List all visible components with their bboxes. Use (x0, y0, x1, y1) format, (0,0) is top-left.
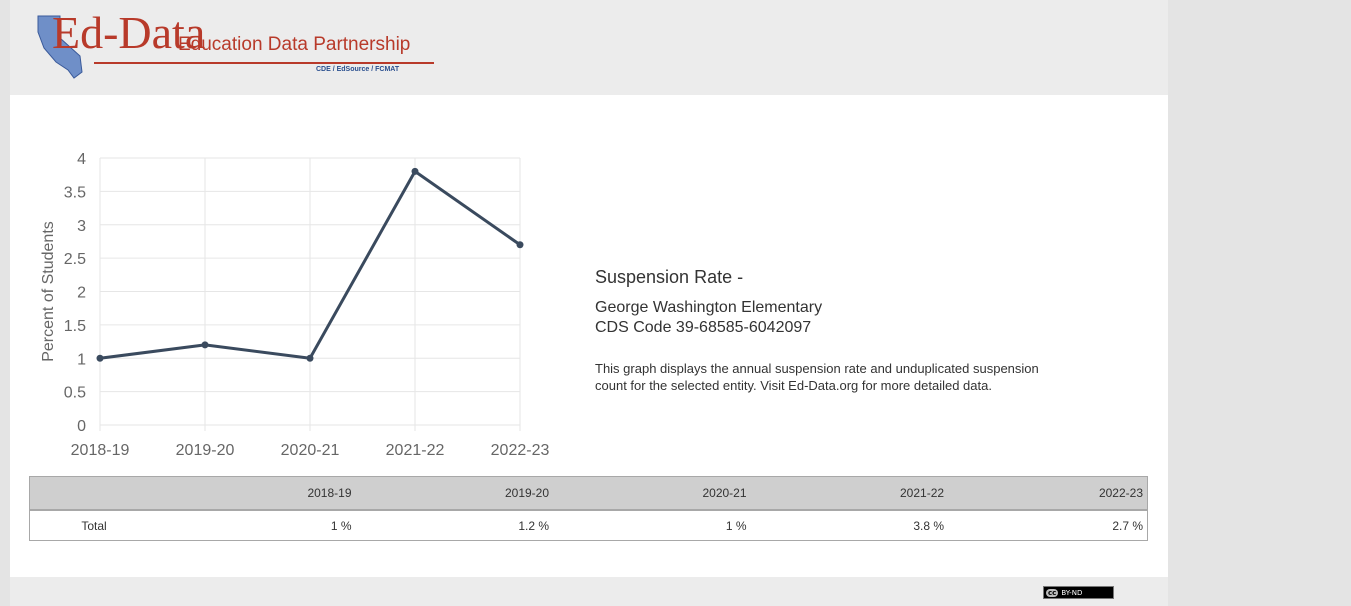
table-header-cell (29, 476, 158, 511)
x-tick-label: 2020-21 (281, 442, 340, 459)
logo-partners: CDE / EdSource / FCMAT (316, 66, 400, 73)
table-cell: 1 % (725, 518, 747, 533)
table-header-cell: 2018-19 (157, 476, 356, 511)
chart-description: Suspension Rate - George Washington Elem… (595, 267, 1065, 394)
y-tick-label: 3.5 (64, 184, 86, 201)
data-point[interactable] (516, 241, 524, 249)
suspension-rate-line-chart: 00.511.522.533.54 2018-19 2019-20 2020-21 2… (40, 151, 550, 459)
ed-data-logo[interactable]: Ed-Data Education Data Partnership CDE /… (30, 7, 470, 82)
page-container: Ed-Data Education Data Partnership CDE /… (10, 0, 1168, 606)
header: Ed-Data Education Data Partnership CDE /… (10, 0, 1168, 95)
x-tick-label: 2019-20 (176, 442, 235, 459)
table-header-cell: 2020-21 (553, 476, 751, 511)
table-cell: 1 % (330, 518, 352, 533)
table-header-cell: 2022-23 (948, 476, 1148, 511)
table-header-row: 2018-19 2019-20 2020-21 2021-22 2022-23 (29, 476, 1148, 511)
table-cell: 2.7 % (1112, 518, 1143, 533)
data-point[interactable] (411, 167, 419, 175)
y-tick-label: 0.5 (64, 385, 86, 402)
x-tick-label: 2018-19 (71, 442, 130, 459)
license-label: BY-ND (1061, 588, 1083, 597)
school-name: George Washington Elementary (595, 299, 823, 316)
data-point[interactable] (306, 354, 314, 362)
main-content: 0 0.5 1 1.5 2 2.5 3 3.5 4 2018-19 2019-20 2020-21 2… (10, 95, 1168, 577)
y-tick-label: 0 (77, 418, 86, 435)
table-row: Total 1 % 1.2 % 1 % 3.8 % 2.7 % (30, 510, 1148, 541)
y-tick-label: 2 (77, 285, 86, 302)
y-tick-label: 1.5 (64, 318, 86, 335)
description-text: This graph displays the annual suspensio… (595, 361, 1039, 393)
logo-subtitle: Education Data Partnership (178, 34, 411, 55)
cc-license-badge[interactable]: cc BY-ND (1043, 586, 1114, 599)
x-axis-ticks: 2018-19 2019-20 2020-21 2021-22 2022-23 (71, 442, 550, 459)
table-cell: 1.2 % (518, 518, 550, 533)
logo-underline (94, 62, 434, 64)
chart-grid (99, 157, 521, 431)
y-tick-label: 4 (77, 151, 86, 168)
footer: cc BY-ND (10, 577, 1168, 606)
y-tick-label: 2.5 (64, 251, 86, 268)
x-tick-label: 2022-23 (491, 442, 550, 459)
data-point[interactable] (96, 354, 104, 362)
cds-code: CDS Code 39-68585-6042097 (595, 319, 812, 336)
logo-brand: Ed-Data (52, 7, 206, 58)
y-axis-ticks: 0 0.5 1 1.5 2 2.5 3 3.5 4 (64, 151, 86, 435)
table-row-label: Total (81, 518, 107, 533)
suspension-rate-table: 2018-19 2019-20 2020-21 2021-22 2022-23 … (29, 476, 1148, 541)
california-map-icon (37, 15, 83, 79)
data-point[interactable] (201, 341, 209, 349)
table-cell: 3.8 % (913, 518, 945, 533)
table-header-cell: 2021-22 (750, 476, 949, 511)
chart-series (96, 167, 524, 362)
x-tick-label: 2021-22 (386, 442, 445, 459)
cc-icon: cc (1046, 588, 1059, 597)
y-axis-label: Percent of Students (40, 221, 57, 362)
table-header-cell: 2019-20 (355, 476, 554, 511)
y-tick-label: 3 (77, 218, 86, 235)
chart-title: Suspension Rate - (595, 267, 744, 287)
y-tick-label: 1 (77, 351, 86, 368)
